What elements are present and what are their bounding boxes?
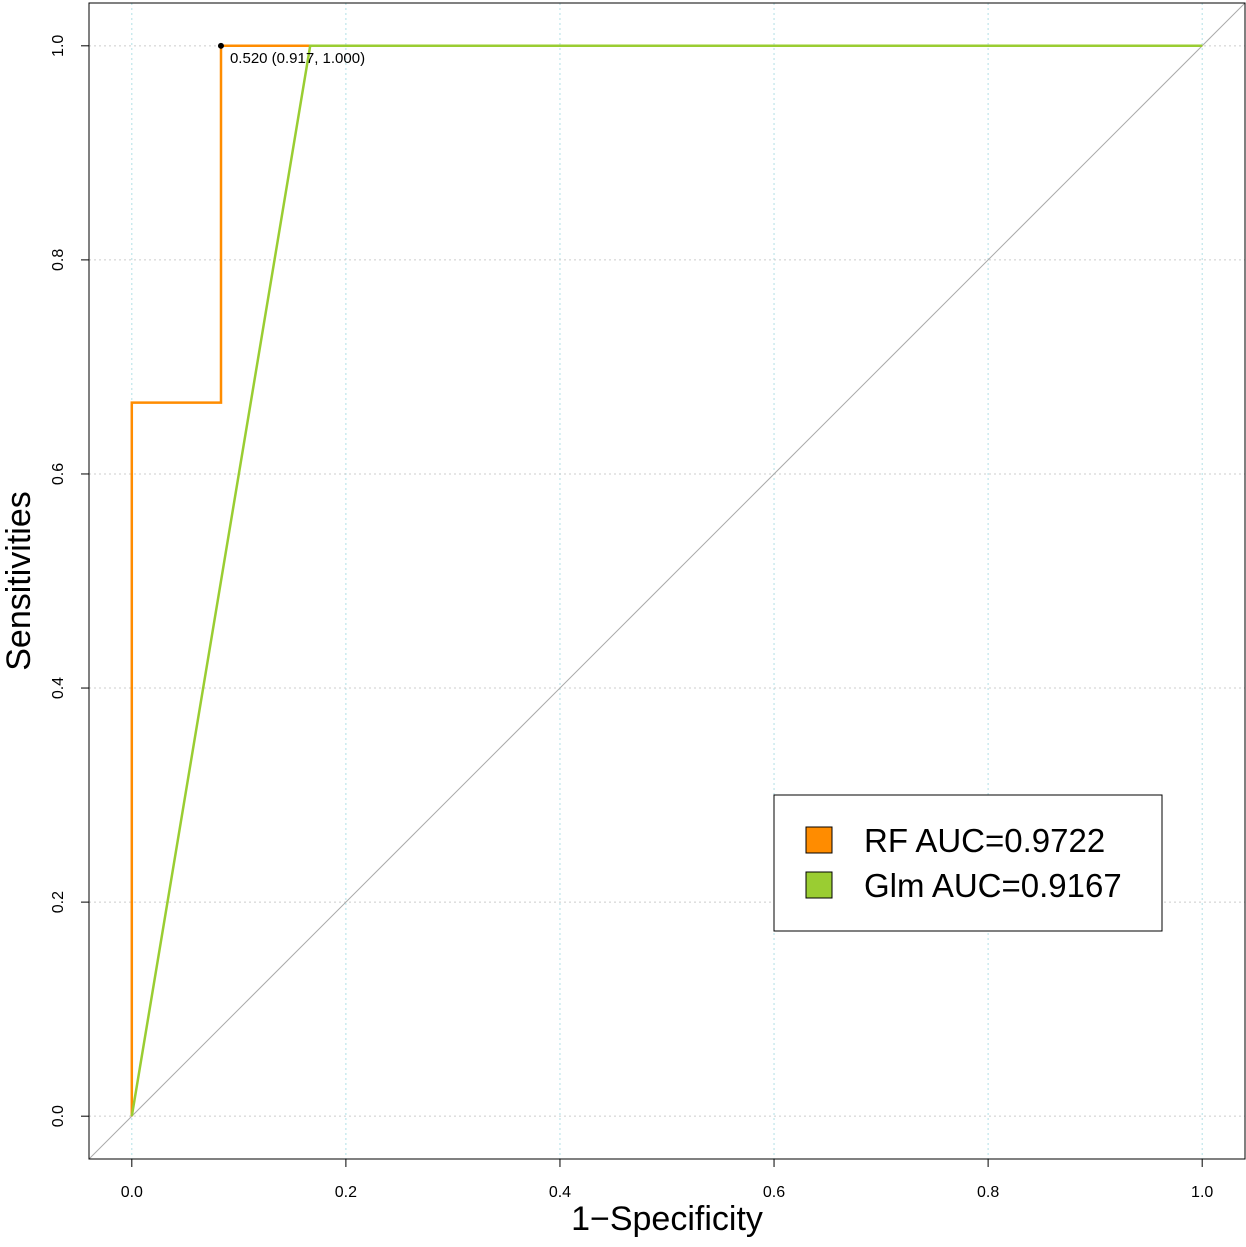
x-tick-label-0: 0.0: [121, 1184, 143, 1201]
legend-swatch-1: [805, 871, 833, 899]
y-tick-label-5: 1.0: [50, 35, 67, 57]
y-axis-title: Sensitivities: [0, 491, 38, 671]
x-axis-title: 1−Specificity: [571, 1200, 763, 1238]
x-tick-label-2: 0.4: [549, 1184, 571, 1201]
y-tick-label-3: 0.6: [50, 463, 67, 485]
x-tick-label-4: 0.8: [977, 1184, 999, 1201]
annotation-point: [217, 42, 224, 49]
series-line-1: [130, 44, 1203, 1117]
y-tick-label-4: 0.8: [50, 249, 67, 271]
x-tick-label-5: 1.0: [1191, 1184, 1213, 1201]
y-tick-label-2: 0.4: [50, 677, 67, 699]
legend-label-1: Glm AUC=0.9167: [864, 867, 1122, 904]
x-tick-label-1: 0.2: [335, 1184, 357, 1201]
x-tick-label-3: 0.6: [763, 1184, 785, 1201]
annotation-label: 0.520 (0.917, 1.000): [230, 50, 365, 67]
legend-label-0: RF AUC=0.9722: [864, 822, 1105, 859]
legend-box: [773, 794, 1163, 932]
y-tick-label-0: 0.0: [50, 1105, 67, 1127]
reference-diagonal-line: [88, 2, 1246, 1160]
legend-swatch-0: [805, 826, 833, 854]
y-tick-label-1: 0.2: [50, 891, 67, 913]
